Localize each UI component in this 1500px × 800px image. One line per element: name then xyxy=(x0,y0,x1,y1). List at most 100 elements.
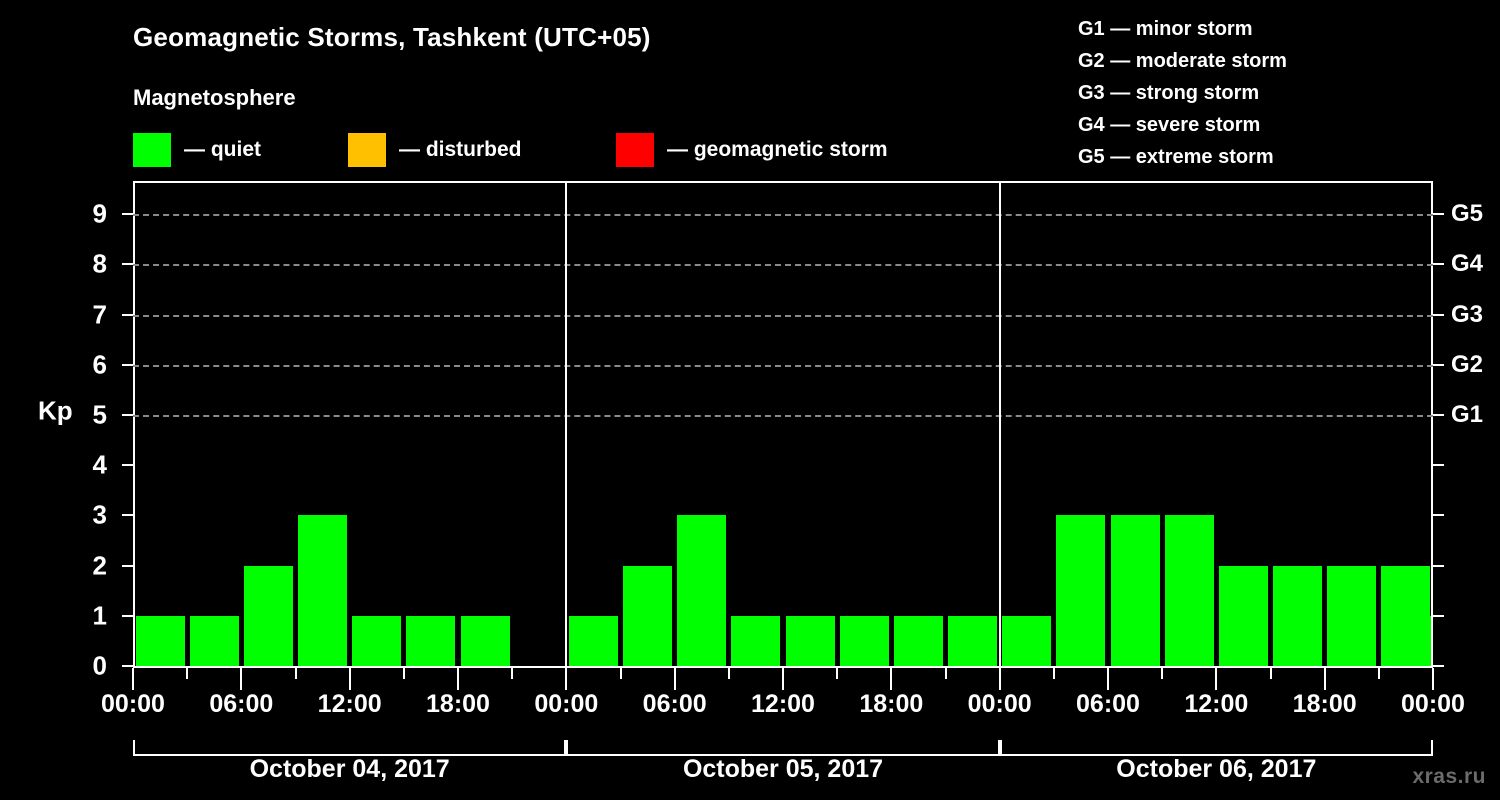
y-tick-8 xyxy=(122,263,133,266)
red-square-icon xyxy=(616,133,654,167)
x-tick-label-6: 12:00 xyxy=(751,690,815,718)
x-tick-label-7: 18:00 xyxy=(859,690,924,718)
x-tick-8 xyxy=(565,668,568,690)
g-tick-G5 xyxy=(1433,213,1444,216)
bar xyxy=(1110,515,1160,666)
bar xyxy=(298,515,348,666)
y-tick-label-2: 2 xyxy=(92,550,107,581)
x-tick-21 xyxy=(1269,668,1272,679)
g-tick-label-G2: G2 xyxy=(1451,350,1484,378)
legend-item-1: — disturbed xyxy=(348,132,522,168)
date-label-2: October 06, 2017 xyxy=(1116,755,1317,783)
bar xyxy=(460,615,510,666)
gscale-row-1: G1 — minor storm xyxy=(1078,18,1253,40)
gridline-kp-9 xyxy=(133,214,1433,217)
gridline-kp-7 xyxy=(133,314,1433,317)
y-tick-label-4: 4 xyxy=(92,449,107,480)
x-tick-15 xyxy=(944,668,947,679)
day-separator xyxy=(565,181,568,668)
x-tick-0 xyxy=(132,668,134,690)
legend-item-0: — quiet xyxy=(133,132,261,168)
gridline-kp-8 xyxy=(133,264,1433,267)
g-minor-tick-kp-0 xyxy=(1433,665,1444,667)
date-label-1: October 05, 2017 xyxy=(682,755,884,783)
gridline-kp-6 xyxy=(133,364,1433,367)
y-tick-2 xyxy=(122,564,133,567)
gscale-row-3: G3 — strong storm xyxy=(1078,82,1260,104)
gscale-row-2: G2 — moderate storm xyxy=(1078,50,1287,72)
bar xyxy=(948,615,998,666)
legend-item-label: — quiet xyxy=(184,138,261,161)
g-tick-G4 xyxy=(1433,263,1444,266)
x-tick-9 xyxy=(619,668,622,679)
bar xyxy=(731,615,781,666)
x-tick-7 xyxy=(511,668,514,679)
plot-border-top xyxy=(133,181,1433,183)
y-tick-6 xyxy=(122,363,133,366)
x-tick-23 xyxy=(1377,668,1380,679)
date-label-0: October 04, 2017 xyxy=(249,755,450,783)
bar xyxy=(1417,615,1431,666)
g-minor-tick-kp-3 xyxy=(1433,514,1444,517)
x-tick-label-10: 12:00 xyxy=(1184,690,1249,718)
bar xyxy=(623,565,673,666)
x-tick-label-0: 00:00 xyxy=(101,690,165,718)
x-tick-6 xyxy=(457,668,459,690)
x-tick-11 xyxy=(727,668,730,679)
section-label: Magnetosphere xyxy=(133,85,296,110)
y-tick-label-8: 8 xyxy=(92,248,107,279)
y-tick-0 xyxy=(122,665,133,667)
y-tick-4 xyxy=(122,464,133,467)
g-tick-G2 xyxy=(1433,363,1444,366)
bar xyxy=(243,565,293,666)
x-tick-label-3: 18:00 xyxy=(426,690,490,718)
x-tick-1 xyxy=(186,668,189,679)
bar xyxy=(1164,515,1214,666)
g-tick-label-G5: G5 xyxy=(1451,200,1484,228)
bar xyxy=(1273,565,1323,666)
y-tick-3 xyxy=(122,514,133,517)
x-tick-label-11: 18:00 xyxy=(1292,690,1357,718)
bar xyxy=(406,615,456,666)
g-tick-label-G3: G3 xyxy=(1451,300,1484,328)
legend-item-label: — disturbed xyxy=(399,138,522,161)
gscale-row-4: G4 — severe storm xyxy=(1078,114,1261,136)
plot-border-right xyxy=(1431,181,1433,668)
g-minor-tick-kp-2 xyxy=(1433,564,1444,567)
gscale-row-5: G5 — extreme storm xyxy=(1078,146,1274,168)
x-tick-label-5: 06:00 xyxy=(642,690,707,718)
bar xyxy=(839,615,889,666)
x-tick-16 xyxy=(998,668,1001,690)
g-tick-label-G4: G4 xyxy=(1451,250,1484,278)
y-tick-label-9: 9 xyxy=(92,198,107,229)
bar xyxy=(568,615,618,666)
plot-baseline xyxy=(133,666,1433,668)
amber-square-icon xyxy=(348,133,386,167)
g-minor-tick-kp-4 xyxy=(1433,464,1444,467)
y-tick-9 xyxy=(122,213,133,216)
x-tick-19 xyxy=(1161,668,1164,679)
x-tick-17 xyxy=(1052,668,1055,679)
y-tick-1 xyxy=(122,614,133,617)
x-tick-18 xyxy=(1107,668,1109,690)
legend-item-label: — geomagnetic storm xyxy=(667,138,888,161)
x-tick-3 xyxy=(294,668,297,679)
date-bracket-1 xyxy=(566,740,1000,756)
x-tick-2 xyxy=(240,668,243,690)
green-square-icon xyxy=(133,133,171,167)
x-tick-label-2: 12:00 xyxy=(317,690,382,718)
y-tick-label-7: 7 xyxy=(92,299,107,330)
date-bracket-2 xyxy=(999,740,1433,756)
page-title: Geomagnetic Storms, Tashkent (UTC+05) xyxy=(133,22,651,52)
x-tick-5 xyxy=(402,668,405,679)
y-axis-label: Kp xyxy=(38,395,73,426)
y-tick-label-1: 1 xyxy=(92,600,107,631)
y-tick-label-6: 6 xyxy=(92,349,107,380)
bar xyxy=(1056,515,1106,666)
gscale-legend: G1 — minor storm G2 — moderate storm G3 — … xyxy=(1078,13,1287,173)
bar xyxy=(677,515,727,666)
g-tick-G1 xyxy=(1433,414,1444,416)
g-tick-G3 xyxy=(1433,313,1444,316)
date-bracket-0 xyxy=(133,740,567,756)
x-tick-label-4: 00:00 xyxy=(534,690,599,718)
